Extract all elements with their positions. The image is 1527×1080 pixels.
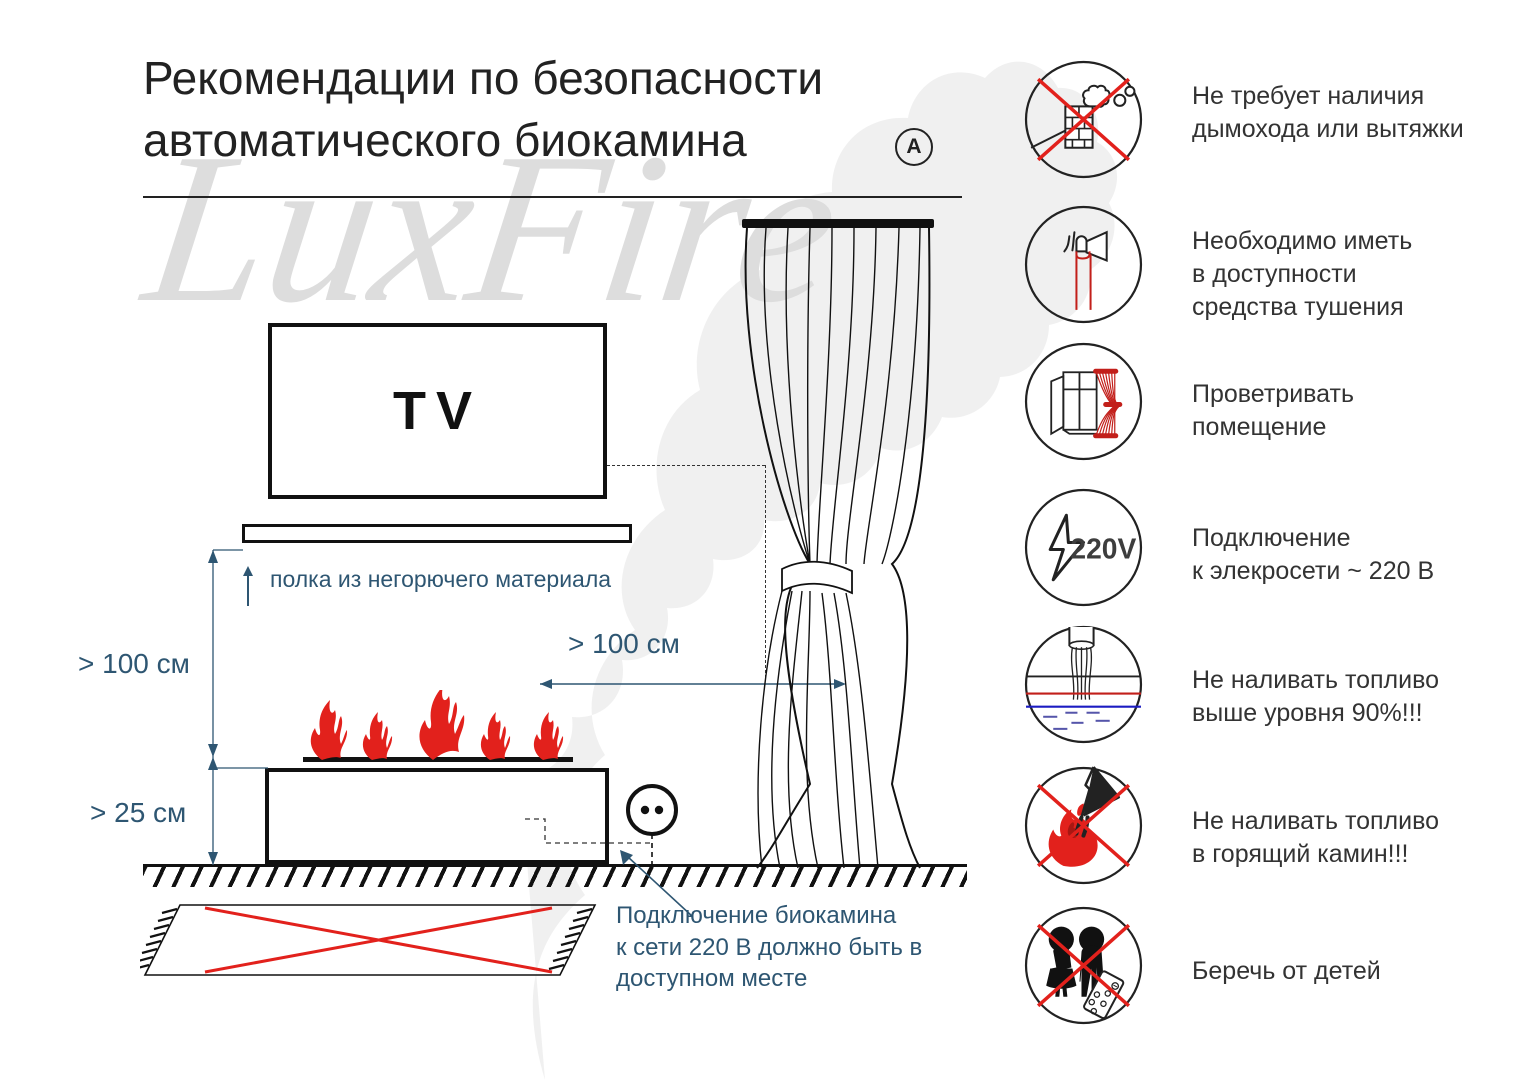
svg-text:220V: 220V <box>1070 533 1136 565</box>
